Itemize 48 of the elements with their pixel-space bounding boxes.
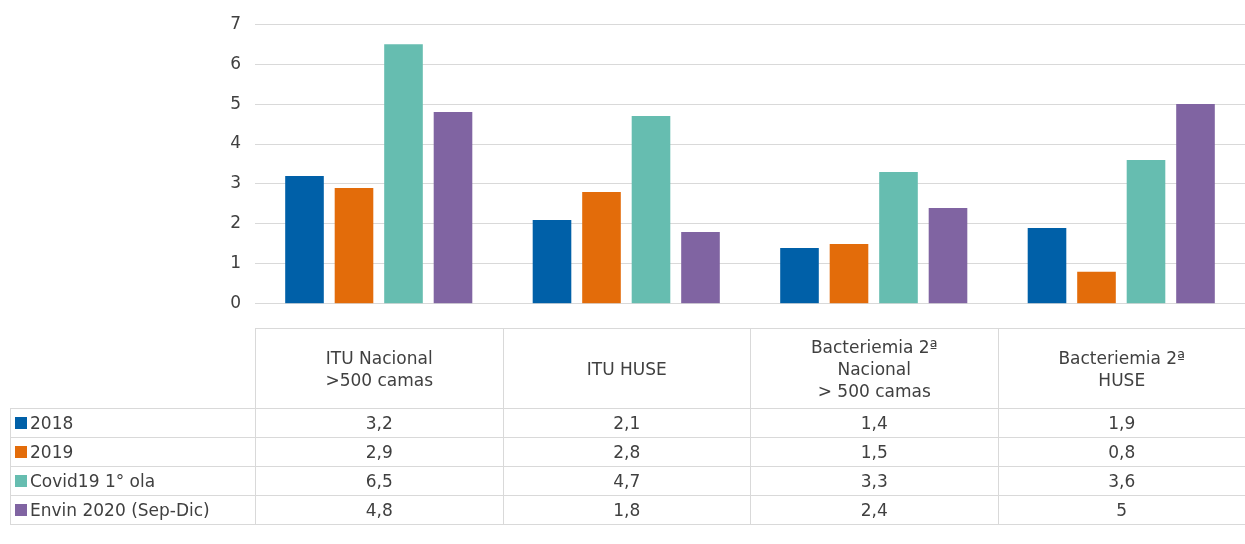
bar [1027, 227, 1067, 304]
x-tick-label: Bacteriemia 2ª Nacional > 500 camas [750, 328, 998, 409]
data-label: 2,8 [503, 437, 751, 467]
bar [829, 243, 869, 304]
data-label: 3,6 [998, 466, 1245, 496]
x-tick-label: Bacteriemia 2ª HUSE [998, 328, 1245, 409]
y-tick-label: 3 [230, 172, 241, 193]
bar [780, 247, 819, 304]
y-tick-label: 7 [230, 12, 241, 33]
data-label: 4,7 [503, 466, 751, 496]
data-label: 5 [998, 495, 1245, 525]
x-tick-label: ITU Nacional >500 camas [255, 328, 503, 409]
data-label: 1,5 [750, 437, 998, 467]
y-tick-label: 5 [230, 92, 241, 113]
y-tick-label: 0 [230, 292, 241, 313]
data-label: 1,9 [998, 408, 1245, 438]
bar [1126, 160, 1166, 304]
bar [928, 207, 968, 304]
data-label: 6,5 [255, 466, 503, 496]
y-tick-label: 2 [230, 212, 241, 233]
y-tick-label: 4 [230, 132, 241, 153]
bar [384, 44, 423, 304]
bar [334, 187, 374, 304]
bar [1077, 271, 1116, 304]
legend-label: 2019 [10, 437, 256, 467]
data-label: 0,8 [998, 437, 1245, 467]
bar [532, 219, 572, 304]
data-label: 2,9 [255, 437, 503, 467]
legend-label: Envin 2020 (Sep-Dic) [10, 495, 256, 525]
y-tick-label: 6 [230, 52, 241, 73]
data-label: 2,4 [750, 495, 998, 525]
bar [1176, 104, 1215, 304]
bar [433, 112, 473, 304]
legend-label: Covid19 1° ola [10, 466, 256, 496]
data-label: 3,3 [750, 466, 998, 496]
bar [681, 231, 720, 304]
x-tick-label: ITU HUSE [503, 328, 751, 409]
bar [879, 171, 918, 304]
y-tick-label: 1 [230, 252, 241, 273]
bar [631, 116, 671, 304]
bar [285, 175, 324, 304]
legend-label: 2018 [10, 408, 256, 438]
data-label: 3,2 [255, 408, 503, 438]
data-label: 4,8 [255, 495, 503, 525]
bar [582, 191, 621, 304]
data-label: 1,4 [750, 408, 998, 438]
data-label: 1,8 [503, 495, 751, 525]
data-label: 2,1 [503, 408, 751, 438]
